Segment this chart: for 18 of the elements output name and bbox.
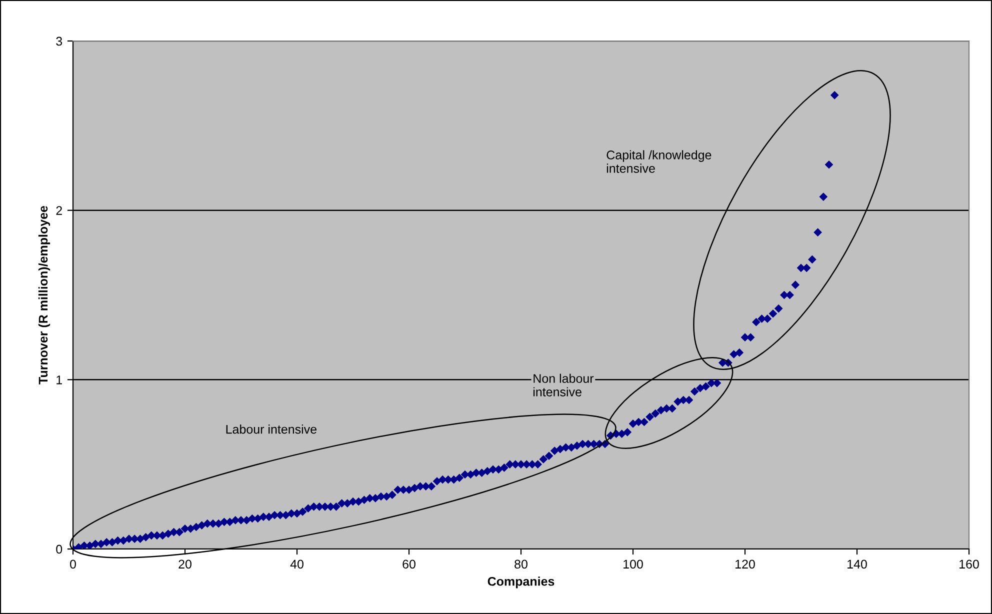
- annotation: Non labour intensive: [533, 374, 594, 396]
- y-tick-label: 1: [56, 376, 62, 384]
- x-tick-label: 140: [848, 560, 867, 569]
- x-tick-label: 20: [178, 560, 192, 569]
- x-tick-label: 100: [624, 560, 643, 569]
- x-tick-label: 40: [290, 560, 304, 569]
- x-tick-label: 80: [514, 560, 528, 569]
- x-tick-label: 160: [960, 560, 979, 569]
- x-tick-label: 120: [736, 560, 755, 569]
- y-tick-label: 3: [56, 36, 62, 46]
- x-tick-label: 60: [402, 560, 416, 569]
- y-axis-title: Turnover (R million)/employee: [38, 206, 50, 384]
- y-tick-label: 2: [56, 206, 62, 215]
- y-tick-label: 0: [56, 544, 62, 554]
- annotation: Capital /knowledge intensive: [606, 150, 712, 173]
- x-tick-label: 0: [70, 560, 76, 569]
- annotation: Labour intensive: [226, 424, 316, 434]
- x-axis-title: Companies: [488, 576, 554, 588]
